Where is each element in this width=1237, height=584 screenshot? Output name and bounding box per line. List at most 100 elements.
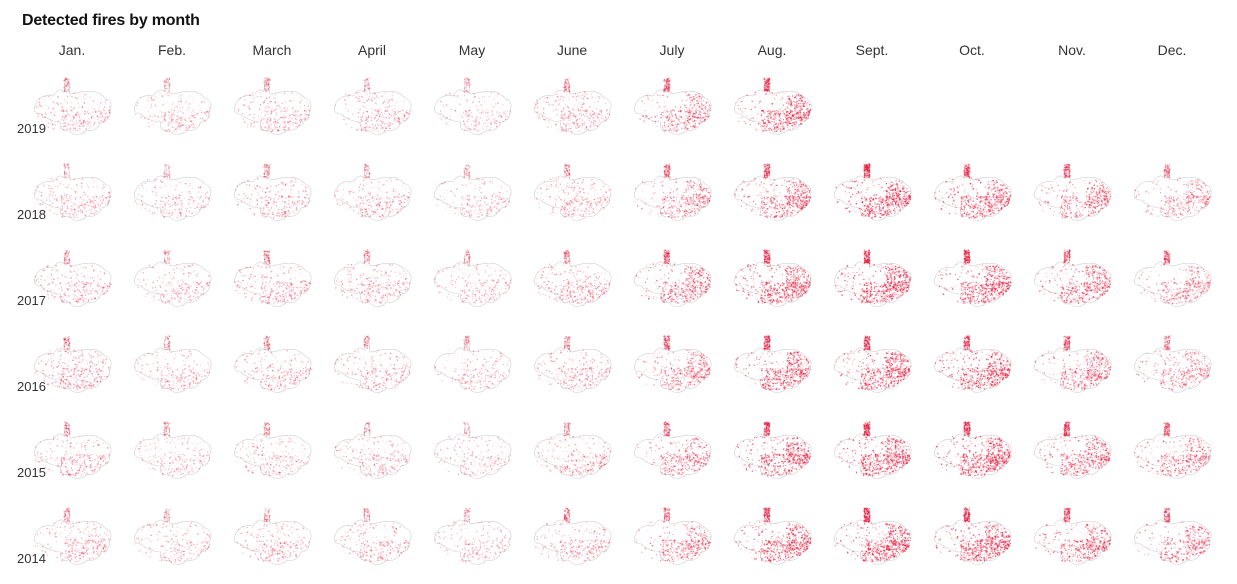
region-outline <box>633 422 712 479</box>
region-outline <box>333 250 412 307</box>
fire-map-2016-4 <box>431 330 513 396</box>
region-outline <box>433 164 512 221</box>
fire-map-2017-7 <box>731 244 813 310</box>
fire-map-2017-3 <box>331 244 413 310</box>
month-label: July <box>622 42 722 58</box>
region-outline <box>833 164 912 221</box>
fire-map-2016-1 <box>131 330 213 396</box>
region-outline <box>733 164 812 221</box>
region-outline <box>133 78 212 135</box>
fire-map-2018-1 <box>131 158 213 224</box>
region-outline <box>33 164 112 221</box>
region-outline <box>233 422 312 479</box>
region-outline <box>133 250 212 307</box>
fire-map-2019-0 <box>31 72 113 138</box>
region-outline <box>33 250 112 307</box>
region-outline <box>1033 336 1112 393</box>
region-outline <box>133 508 212 565</box>
fire-map-2019-2 <box>231 72 313 138</box>
month-label: May <box>422 42 522 58</box>
region-outline <box>133 422 212 479</box>
fire-map-2014-5 <box>531 502 613 568</box>
fire-map-2014-0 <box>31 502 113 568</box>
region-outline <box>433 336 512 393</box>
region-outline <box>433 78 512 135</box>
fire-map-2017-6 <box>631 244 713 310</box>
fire-map-2018-3 <box>331 158 413 224</box>
month-label: April <box>322 42 422 58</box>
region-outline <box>633 164 712 221</box>
fire-map-2018-9 <box>931 158 1013 224</box>
fire-map-2018-2 <box>231 158 313 224</box>
fire-map-2017-1 <box>131 244 213 310</box>
region-outline <box>33 336 112 393</box>
region-outline <box>633 336 712 393</box>
region-outline <box>333 422 412 479</box>
fire-map-2016-2 <box>231 330 313 396</box>
fire-map-2014-8 <box>831 502 913 568</box>
year-label: 2014 <box>17 551 46 566</box>
region-outline <box>933 250 1012 307</box>
region-outline <box>333 164 412 221</box>
month-label: Aug. <box>722 42 822 58</box>
fire-map-2018-6 <box>631 158 713 224</box>
region-outline <box>333 336 412 393</box>
region-outline <box>333 508 412 565</box>
fire-map-2018-0 <box>31 158 113 224</box>
fire-map-2018-5 <box>531 158 613 224</box>
region-outline <box>1133 508 1212 565</box>
fire-map-2017-8 <box>831 244 913 310</box>
fire-map-2017-2 <box>231 244 313 310</box>
fire-map-2015-1 <box>131 416 213 482</box>
fire-map-2014-10 <box>1031 502 1113 568</box>
month-header: Jan. Feb. March April May June July Aug. Sept. Oc… <box>0 42 1237 62</box>
fire-map-2014-3 <box>331 502 413 568</box>
region-outline <box>233 164 312 221</box>
fire-map-2019-1 <box>131 72 213 138</box>
fire-map-2015-10 <box>1031 416 1113 482</box>
region-outline <box>733 78 812 135</box>
fire-map-2019-3 <box>331 72 413 138</box>
fire-map-2019-5 <box>531 72 613 138</box>
region-outline <box>133 164 212 221</box>
fire-map-2017-10 <box>1031 244 1113 310</box>
region-outline <box>33 78 112 135</box>
fire-map-2018-4 <box>431 158 513 224</box>
region-outline <box>33 422 112 479</box>
year-label: 2019 <box>17 121 46 136</box>
fire-map-2015-11 <box>1131 416 1213 482</box>
region-outline <box>533 508 612 565</box>
region-outline <box>33 508 112 565</box>
fire-map-2019-6 <box>631 72 713 138</box>
region-outline <box>233 508 312 565</box>
fire-map-2016-7 <box>731 330 813 396</box>
fire-map-2015-0 <box>31 416 113 482</box>
region-outline <box>533 250 612 307</box>
fire-map-2018-8 <box>831 158 913 224</box>
year-label: 2016 <box>17 379 46 394</box>
fire-map-2014-1 <box>131 502 213 568</box>
month-label: March <box>222 42 322 58</box>
fire-map-2015-8 <box>831 416 913 482</box>
chart-title: Detected fires by month <box>22 12 200 30</box>
fire-map-2017-4 <box>431 244 513 310</box>
fire-map-2014-2 <box>231 502 313 568</box>
fire-map-2015-7 <box>731 416 813 482</box>
region-outline <box>733 508 812 565</box>
month-label: Oct. <box>922 42 1022 58</box>
fire-map-2017-9 <box>931 244 1013 310</box>
month-label: Sept. <box>822 42 922 58</box>
region-outline <box>533 422 612 479</box>
fire-map-2016-10 <box>1031 330 1113 396</box>
region-outline <box>233 336 312 393</box>
month-label: Feb. <box>122 42 222 58</box>
fire-map-2016-9 <box>931 330 1013 396</box>
fire-map-2016-3 <box>331 330 413 396</box>
year-label: 2017 <box>17 293 46 308</box>
fire-map-2015-3 <box>331 416 413 482</box>
fire-map-2018-11 <box>1131 158 1213 224</box>
fire-map-2014-7 <box>731 502 813 568</box>
month-label: Nov. <box>1022 42 1122 58</box>
region-outline <box>833 508 912 565</box>
year-label: 2015 <box>17 465 46 480</box>
